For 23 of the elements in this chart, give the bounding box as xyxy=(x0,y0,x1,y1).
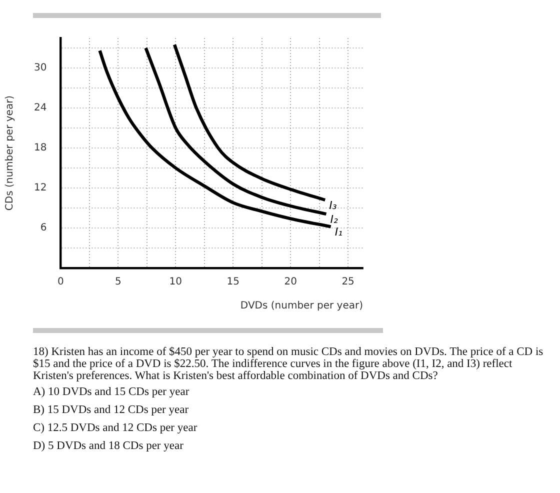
text: C) 12.5 DVDs and 12 CDs per year xyxy=(33,422,198,434)
y-tick-label: 6 xyxy=(40,222,47,234)
x-tick-label: 10 xyxy=(169,276,182,288)
text: D) 5 DVDs and 18 CDs per year xyxy=(33,440,184,452)
line-series xyxy=(172,43,327,202)
y-tick-label: 12 xyxy=(34,182,47,194)
x-tick-label: 5 xyxy=(115,276,122,288)
y-tick-label: 30 xyxy=(34,62,47,74)
x-axis-title: DVDs (number per year) xyxy=(240,300,364,312)
text: B) 15 DVDs and 12 CDs per year xyxy=(33,404,190,416)
series-label: I₁ xyxy=(334,226,342,239)
series-label: I₂ xyxy=(330,212,338,226)
text: 18) Kristen has an income of $450 per year to spend on music CDs and movies on DVDs. The price of a CD is $15 and the price of a DVD is $22.50. The indifference curves in the figure above (I1, I2, and I3) reflect Kristen's preferences. What is Kristen's best affordable combination of DVDs and CDs? xyxy=(33,346,544,382)
y-tick-label: 24 xyxy=(34,102,47,114)
line-series xyxy=(144,46,328,216)
series-label: I₃ xyxy=(329,198,338,212)
x-tick-label: 20 xyxy=(284,276,297,288)
text: A) 10 DVDs and 15 CDs per year xyxy=(33,386,190,398)
x-tick-label: 25 xyxy=(342,276,354,288)
x-tick-label: 15 xyxy=(226,276,240,288)
x-tick-label: 0 xyxy=(58,276,64,288)
y-tick-label: 18 xyxy=(34,142,47,154)
y-axis-title: CDs (number per year) xyxy=(4,95,16,211)
